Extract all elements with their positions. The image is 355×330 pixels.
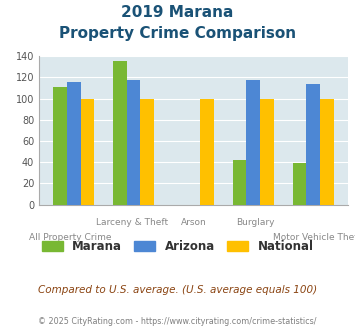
Bar xyxy=(113,61,127,205)
Text: Property Crime Comparison: Property Crime Comparison xyxy=(59,26,296,41)
Bar xyxy=(200,99,214,205)
Bar xyxy=(127,81,141,205)
Bar xyxy=(293,163,306,205)
Bar xyxy=(246,81,260,205)
Bar xyxy=(233,160,246,205)
Text: © 2025 CityRating.com - https://www.cityrating.com/crime-statistics/: © 2025 CityRating.com - https://www.city… xyxy=(38,317,317,326)
Bar xyxy=(67,82,81,205)
Bar xyxy=(306,84,320,205)
Text: Arson: Arson xyxy=(181,218,206,227)
Text: 2019 Marana: 2019 Marana xyxy=(121,5,234,20)
Text: Burglary: Burglary xyxy=(236,218,274,227)
Text: Larceny & Theft: Larceny & Theft xyxy=(95,218,168,227)
Bar xyxy=(141,99,154,205)
Text: Motor Vehicle Theft: Motor Vehicle Theft xyxy=(273,233,355,242)
Bar xyxy=(81,99,94,205)
Bar xyxy=(260,99,274,205)
Text: Compared to U.S. average. (U.S. average equals 100): Compared to U.S. average. (U.S. average … xyxy=(38,285,317,295)
Text: All Property Crime: All Property Crime xyxy=(29,233,111,242)
Bar xyxy=(320,99,334,205)
Legend: Marana, Arizona, National: Marana, Arizona, National xyxy=(42,240,313,253)
Bar xyxy=(53,87,67,205)
